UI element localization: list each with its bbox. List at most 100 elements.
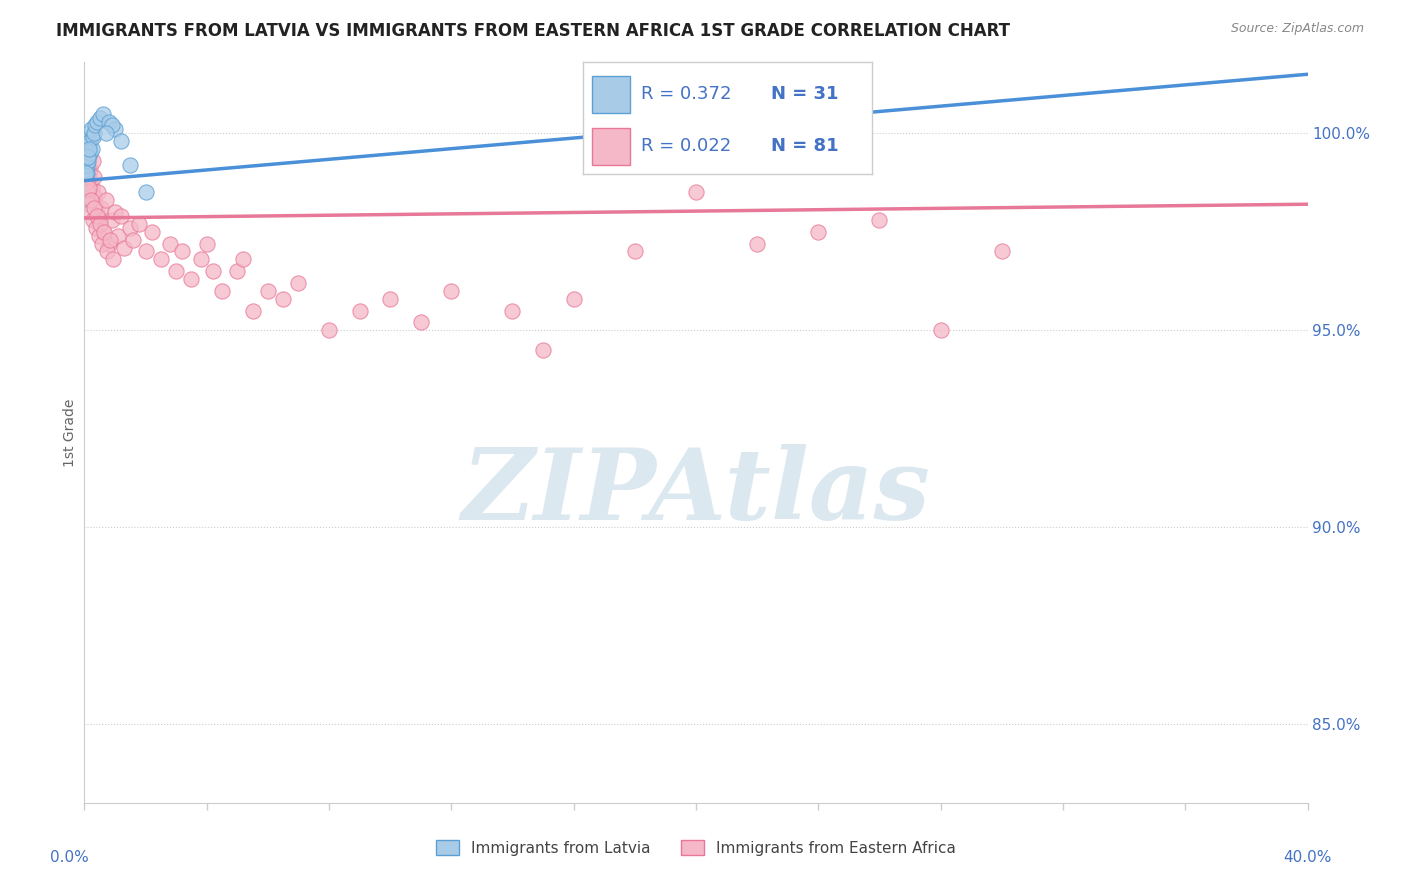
Text: IMMIGRANTS FROM LATVIA VS IMMIGRANTS FROM EASTERN AFRICA 1ST GRADE CORRELATION C: IMMIGRANTS FROM LATVIA VS IMMIGRANTS FRO… — [56, 22, 1011, 40]
Point — [110, 209, 132, 223]
Point — [93, 225, 115, 239]
Point — [76, 158, 98, 172]
Point — [76, 142, 98, 156]
Point — [77, 166, 100, 180]
Point — [77, 138, 100, 153]
Point — [380, 292, 402, 306]
Point — [685, 186, 707, 200]
Point — [149, 252, 172, 267]
Text: R = 0.372: R = 0.372 — [641, 85, 731, 103]
Point — [502, 303, 524, 318]
Point — [120, 220, 142, 235]
Point — [94, 194, 117, 208]
Point — [90, 201, 112, 215]
Point — [77, 153, 100, 168]
Point — [75, 161, 97, 176]
Point — [242, 303, 264, 318]
Point — [89, 213, 111, 227]
Point — [77, 150, 100, 164]
Point — [190, 252, 212, 267]
Point — [91, 236, 114, 251]
Text: 0.0%: 0.0% — [49, 850, 89, 865]
Point — [101, 213, 124, 227]
Point — [135, 244, 157, 259]
Point — [83, 126, 105, 140]
Point — [97, 114, 120, 128]
Point — [75, 166, 97, 180]
Point — [75, 134, 97, 148]
Point — [79, 161, 101, 176]
Point — [84, 119, 107, 133]
Point — [86, 205, 108, 219]
Legend: Immigrants from Latvia, Immigrants from Eastern Africa: Immigrants from Latvia, Immigrants from … — [430, 834, 962, 862]
Point — [107, 228, 129, 243]
FancyBboxPatch shape — [592, 76, 630, 112]
Point — [82, 130, 104, 145]
Point — [77, 173, 100, 187]
Y-axis label: 1st Grade: 1st Grade — [63, 399, 77, 467]
Point — [624, 244, 647, 259]
Point — [110, 134, 132, 148]
Point — [76, 146, 98, 161]
Point — [86, 209, 108, 223]
Point — [77, 186, 100, 200]
Point — [211, 284, 233, 298]
Point — [77, 126, 100, 140]
Point — [159, 236, 181, 251]
Point — [77, 197, 100, 211]
Point — [440, 284, 463, 298]
Text: 40.0%: 40.0% — [1284, 850, 1331, 865]
Point — [91, 106, 114, 120]
Point — [409, 315, 432, 329]
Point — [87, 186, 110, 200]
Point — [75, 166, 97, 180]
Point — [76, 158, 98, 172]
Point — [869, 213, 891, 227]
Point — [84, 197, 107, 211]
Point — [82, 153, 104, 168]
Point — [103, 252, 125, 267]
Point — [232, 252, 254, 267]
FancyBboxPatch shape — [592, 128, 630, 165]
Point — [91, 225, 114, 239]
Point — [104, 122, 127, 136]
Point — [991, 244, 1014, 259]
Point — [562, 292, 585, 306]
Point — [120, 158, 142, 172]
Point — [83, 201, 105, 215]
Point — [79, 205, 101, 219]
Point — [531, 343, 554, 357]
Point — [83, 169, 105, 184]
Point — [94, 126, 117, 140]
Point — [77, 142, 100, 156]
Point — [82, 213, 104, 227]
Point — [318, 323, 340, 337]
Point — [135, 186, 157, 200]
Text: ZIPAtlas: ZIPAtlas — [461, 443, 931, 540]
Text: N = 81: N = 81 — [770, 137, 838, 155]
Point — [76, 146, 98, 161]
Point — [77, 150, 100, 164]
Point — [76, 150, 98, 164]
Point — [172, 244, 194, 259]
Point — [77, 181, 100, 195]
Point — [271, 292, 294, 306]
Point — [128, 217, 150, 231]
Point — [257, 284, 280, 298]
Point — [80, 194, 103, 208]
Point — [226, 264, 249, 278]
Point — [112, 240, 135, 254]
Point — [165, 264, 187, 278]
Point — [97, 236, 120, 251]
Point — [76, 153, 98, 168]
Point — [929, 323, 952, 337]
Point — [84, 220, 107, 235]
Point — [80, 122, 103, 136]
Point — [76, 186, 98, 200]
Point — [80, 181, 103, 195]
Point — [79, 134, 101, 148]
Point — [87, 228, 110, 243]
Text: Source: ZipAtlas.com: Source: ZipAtlas.com — [1230, 22, 1364, 36]
Point — [180, 272, 202, 286]
Point — [104, 205, 127, 219]
